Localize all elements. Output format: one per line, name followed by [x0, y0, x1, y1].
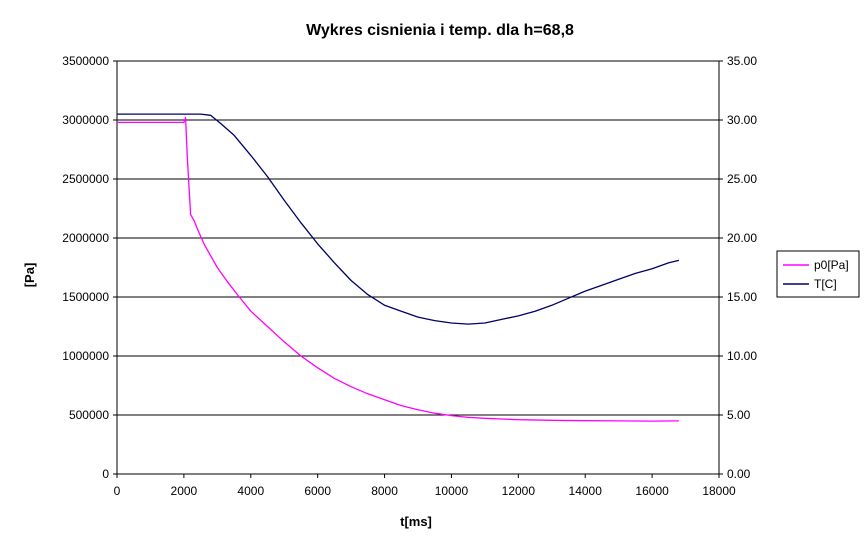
legend-label: T[C] [814, 277, 837, 291]
x-tick-label: 16000 [635, 484, 669, 498]
axes: 0 500000 1000000 1500000 2000000 2500000 30000… [62, 54, 757, 498]
y-tick-label: 1500000 [62, 290, 109, 304]
y2-tick-label: 30.00 [727, 113, 757, 127]
series-line-p0-pa [117, 116, 679, 422]
x-tick-label: 0 [114, 484, 121, 498]
y2-tick-label: 5.00 [727, 408, 751, 422]
x-tick-label: 6000 [304, 484, 331, 498]
y-tick-label: 0 [102, 467, 109, 481]
legend-label: p0[Pa] [814, 258, 849, 272]
series-group [117, 113, 680, 422]
y-tick-label: 3500000 [62, 54, 109, 68]
x-tick-label: 14000 [569, 484, 603, 498]
x-tick-label: 2000 [171, 484, 198, 498]
gridlines [117, 60, 719, 416]
x-axis-label: t[ms] [400, 514, 432, 529]
y-tick-label: 500000 [69, 408, 109, 422]
y2-tick-label: 20.00 [727, 231, 757, 245]
x-tick-label: 8000 [371, 484, 398, 498]
legend-box [776, 250, 860, 298]
x-tick-label: 4000 [237, 484, 264, 498]
x-tick-label: 12000 [502, 484, 536, 498]
y-tick-label: 2500000 [62, 172, 109, 186]
series-line-t-c [117, 113, 680, 325]
y2-tick-label: 25.00 [727, 172, 757, 186]
y2-tick-label: 10.00 [727, 349, 757, 363]
y-tick-label: 1000000 [62, 349, 109, 363]
y-tick-label: 3000000 [62, 113, 109, 127]
chart-title: Wykres cisnienia i temp. dla h=68,8 [306, 22, 574, 39]
x-tick-label: 10000 [435, 484, 469, 498]
y2-tick-label: 0.00 [727, 467, 751, 481]
y-tick-label: 2000000 [62, 231, 109, 245]
legend: p0[Pa] T[C] [776, 250, 860, 298]
y-axis-label: [Pa] [22, 263, 37, 288]
y2-tick-label: 35.00 [727, 54, 757, 68]
x-tick-label: 18000 [702, 484, 736, 498]
y2-tick-label: 15.00 [727, 290, 757, 304]
